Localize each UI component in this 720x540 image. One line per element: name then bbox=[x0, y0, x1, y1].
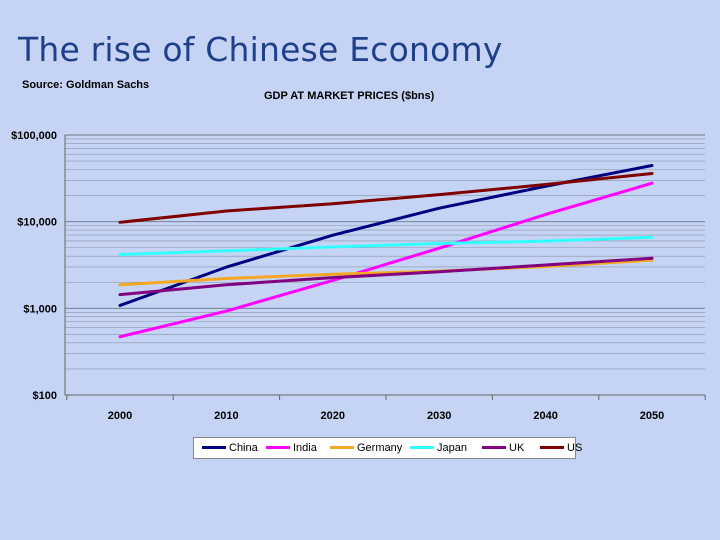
chart-title: GDP AT MARKET PRICES ($bns) bbox=[264, 90, 435, 102]
legend-item-us: US bbox=[540, 442, 582, 456]
series-line-germany bbox=[118, 258, 654, 287]
chart-legend: China India Germany Japan UK US bbox=[193, 437, 582, 459]
legend-item-japan: Japan bbox=[410, 442, 467, 456]
series-line-india bbox=[118, 181, 654, 339]
source-note: Source: Goldman Sachs bbox=[22, 79, 150, 91]
y-tick-label: $1,000 bbox=[23, 303, 57, 315]
y-tick-label: $10,000 bbox=[17, 217, 57, 229]
legend-swatch bbox=[202, 445, 226, 449]
series-line-us bbox=[118, 171, 654, 224]
legend-item-uk: UK bbox=[482, 442, 524, 456]
x-tick-label: 2030 bbox=[427, 410, 451, 422]
legend-label: China bbox=[229, 442, 258, 454]
legend-item-india: India bbox=[266, 442, 317, 456]
series-line-uk bbox=[118, 256, 654, 297]
legend-swatch bbox=[540, 445, 564, 449]
legend-swatch bbox=[266, 445, 290, 449]
legend-swatch bbox=[410, 445, 434, 449]
legend-swatch bbox=[482, 445, 506, 449]
legend-item-germany: Germany bbox=[330, 442, 402, 456]
legend-swatch bbox=[330, 445, 354, 449]
y-tick-label: $100 bbox=[33, 390, 57, 402]
x-tick-label: 2040 bbox=[533, 410, 557, 422]
legend-label: India bbox=[293, 442, 317, 454]
legend-label: Germany bbox=[357, 442, 403, 454]
y-tick-label: $100,000 bbox=[11, 130, 57, 142]
x-tick-label: 2000 bbox=[108, 410, 132, 422]
legend-item-china: China bbox=[202, 442, 258, 456]
x-tick-label: 2050 bbox=[640, 410, 664, 422]
legend-label: Japan bbox=[437, 442, 467, 454]
x-tick-label: 2020 bbox=[321, 410, 345, 422]
series-line-japan bbox=[118, 235, 654, 256]
slide-title: The rise of Chinese Economy bbox=[18, 30, 503, 69]
x-tick-label: 2010 bbox=[214, 410, 238, 422]
legend-label: US bbox=[567, 442, 583, 454]
legend-label: UK bbox=[509, 442, 525, 454]
